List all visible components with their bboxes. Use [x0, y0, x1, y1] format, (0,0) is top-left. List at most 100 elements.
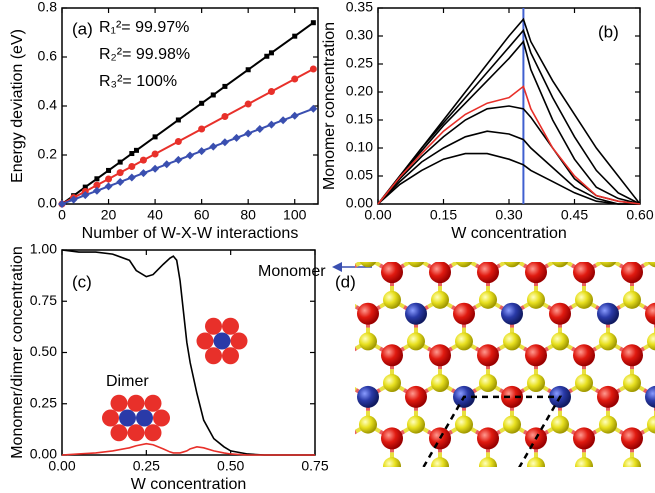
marker: [291, 75, 299, 83]
series-label: Dimer: [106, 373, 149, 390]
atom: [335, 457, 353, 475]
bond: [642, 262, 654, 267]
atom: [455, 262, 473, 268]
supercell: [422, 395, 563, 467]
bond: [200, 466, 212, 473]
bond: [236, 432, 248, 439]
icon-atom: [144, 394, 162, 412]
atom: [647, 332, 655, 351]
marker: [255, 125, 264, 134]
bond: [562, 262, 574, 267]
bond: [512, 473, 524, 480]
bond: [416, 473, 428, 480]
y-tick-label: 1.00: [30, 241, 57, 257]
atom: [381, 427, 403, 450]
marker: [116, 177, 125, 186]
atom: [357, 385, 379, 408]
y-axis-label: Energy deviation (eV): [9, 29, 26, 183]
bond: [332, 300, 344, 307]
bond: [498, 262, 510, 267]
atom: [621, 344, 643, 367]
atom: [479, 290, 497, 309]
bond: [594, 262, 606, 267]
bond: [355, 429, 358, 435]
marker: [162, 160, 171, 169]
bond: [296, 348, 308, 355]
marker: [267, 120, 276, 129]
x-tick-label: 0.45: [561, 207, 588, 223]
x-tick-label: 0.00: [364, 207, 391, 223]
bond: [402, 262, 414, 267]
bond: [464, 473, 476, 480]
atom: [309, 303, 331, 325]
bond: [308, 341, 320, 348]
bond: [355, 346, 357, 352]
bond: [530, 464, 537, 467]
bond: [272, 425, 284, 432]
bond: [466, 262, 478, 267]
icon-atom: [144, 424, 162, 442]
bond: [404, 473, 416, 480]
y-tick-label: 0.8: [38, 0, 58, 15]
icon-atom: [205, 317, 222, 335]
marker: [220, 138, 229, 147]
lattice: [200, 262, 655, 491]
atom: [431, 457, 449, 467]
x-tick-label: 40: [147, 207, 163, 223]
series-label: Monomer: [258, 263, 326, 280]
y-tick-label: 0.15: [346, 111, 373, 127]
atom: [383, 457, 401, 467]
atom: [479, 374, 497, 393]
bond: [608, 473, 620, 480]
marker: [267, 88, 275, 96]
icon-atom: [127, 394, 145, 412]
marker: [82, 184, 88, 190]
marker: [81, 191, 90, 200]
marker: [222, 83, 228, 89]
atom: [287, 374, 305, 392]
atom: [623, 290, 641, 309]
bond: [344, 466, 356, 473]
x-tick-label: 0.25: [133, 458, 160, 474]
atom: [453, 302, 475, 325]
bond: [631, 464, 638, 467]
marker: [244, 129, 253, 138]
bond: [308, 473, 320, 480]
bond: [212, 425, 224, 432]
atom: [357, 302, 379, 325]
marker: [151, 164, 160, 173]
atom: [311, 416, 329, 434]
y-tick-label: 0.0: [38, 195, 58, 211]
atom: [287, 291, 305, 309]
atom: [551, 262, 569, 268]
marker: [127, 173, 136, 182]
bond: [260, 341, 272, 348]
atom: [455, 415, 473, 434]
bond: [535, 464, 542, 467]
bond: [224, 425, 236, 432]
atom: [527, 457, 545, 467]
x-axis-label: Number of W-X-W interactions: [82, 225, 299, 242]
atom: [621, 427, 643, 450]
atom: [645, 469, 655, 491]
bond: [610, 262, 622, 267]
x-tick-label: 60: [194, 207, 210, 223]
atom: [309, 386, 331, 408]
bond: [224, 390, 236, 397]
bond: [248, 466, 260, 473]
atom: [263, 416, 281, 434]
y-tick-label: 0.25: [30, 394, 57, 410]
atom: [359, 415, 377, 434]
marker: [151, 150, 159, 158]
atom: [477, 427, 499, 450]
marker: [174, 155, 183, 164]
bond: [260, 473, 272, 480]
marker: [290, 111, 299, 120]
marker: [244, 100, 252, 108]
atom: [575, 374, 593, 393]
atom: [261, 303, 283, 325]
bond: [452, 473, 464, 480]
bond: [391, 464, 398, 467]
y-tick-label: 0.20: [346, 83, 373, 99]
marker: [129, 151, 135, 157]
